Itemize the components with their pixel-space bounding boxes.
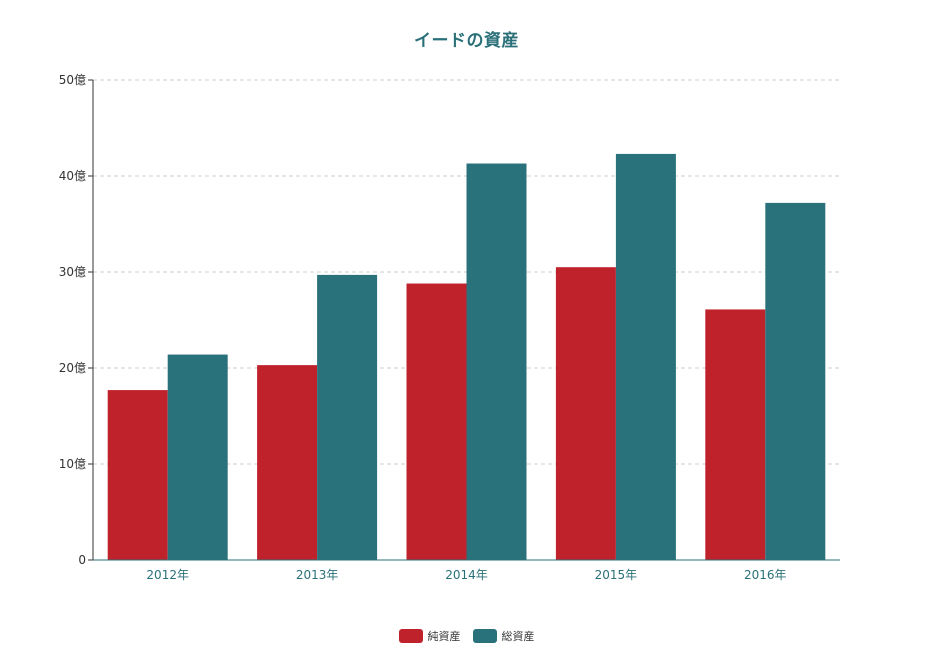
chart-title: イードの資産 <box>414 31 519 51</box>
legend-swatch-net-assets <box>398 629 423 643</box>
bar-total-assets[interactable] <box>317 274 378 560</box>
y-tick-label: 10億 <box>59 457 86 471</box>
legend-item-total-assets[interactable]: 総資産 <box>472 628 535 644</box>
bar-total-assets[interactable] <box>765 202 826 560</box>
chart-legend: 純資産 総資産 <box>0 628 933 644</box>
legend-label-net-assets: 純資産 <box>427 630 461 643</box>
y-tick-label: 30億 <box>59 265 86 279</box>
bar-net-assets[interactable] <box>257 365 318 560</box>
y-tick-label: 50億 <box>59 73 86 87</box>
x-tick-label: 2012年 <box>146 568 189 582</box>
x-tick-label: 2013年 <box>296 568 339 582</box>
legend-label-total-assets: 総資産 <box>501 630 535 643</box>
bar-net-assets[interactable] <box>406 283 467 560</box>
bar-net-assets[interactable] <box>705 309 766 560</box>
legend-swatch-total-assets <box>472 629 497 643</box>
x-tick-label: 2016年 <box>744 568 787 582</box>
bar-net-assets[interactable] <box>107 390 168 560</box>
x-tick-label: 2014年 <box>445 568 488 582</box>
x-tick-label: 2015年 <box>595 568 638 582</box>
legend-item-net-assets[interactable]: 純資産 <box>398 628 461 644</box>
y-tick-label: 40億 <box>59 169 86 183</box>
bar-net-assets[interactable] <box>555 267 616 560</box>
bar-total-assets[interactable] <box>615 153 676 561</box>
y-tick-label: 20億 <box>59 361 86 375</box>
bar-total-assets[interactable] <box>167 354 228 560</box>
bar-total-assets[interactable] <box>466 163 527 560</box>
y-tick-label: 0 <box>78 553 86 567</box>
